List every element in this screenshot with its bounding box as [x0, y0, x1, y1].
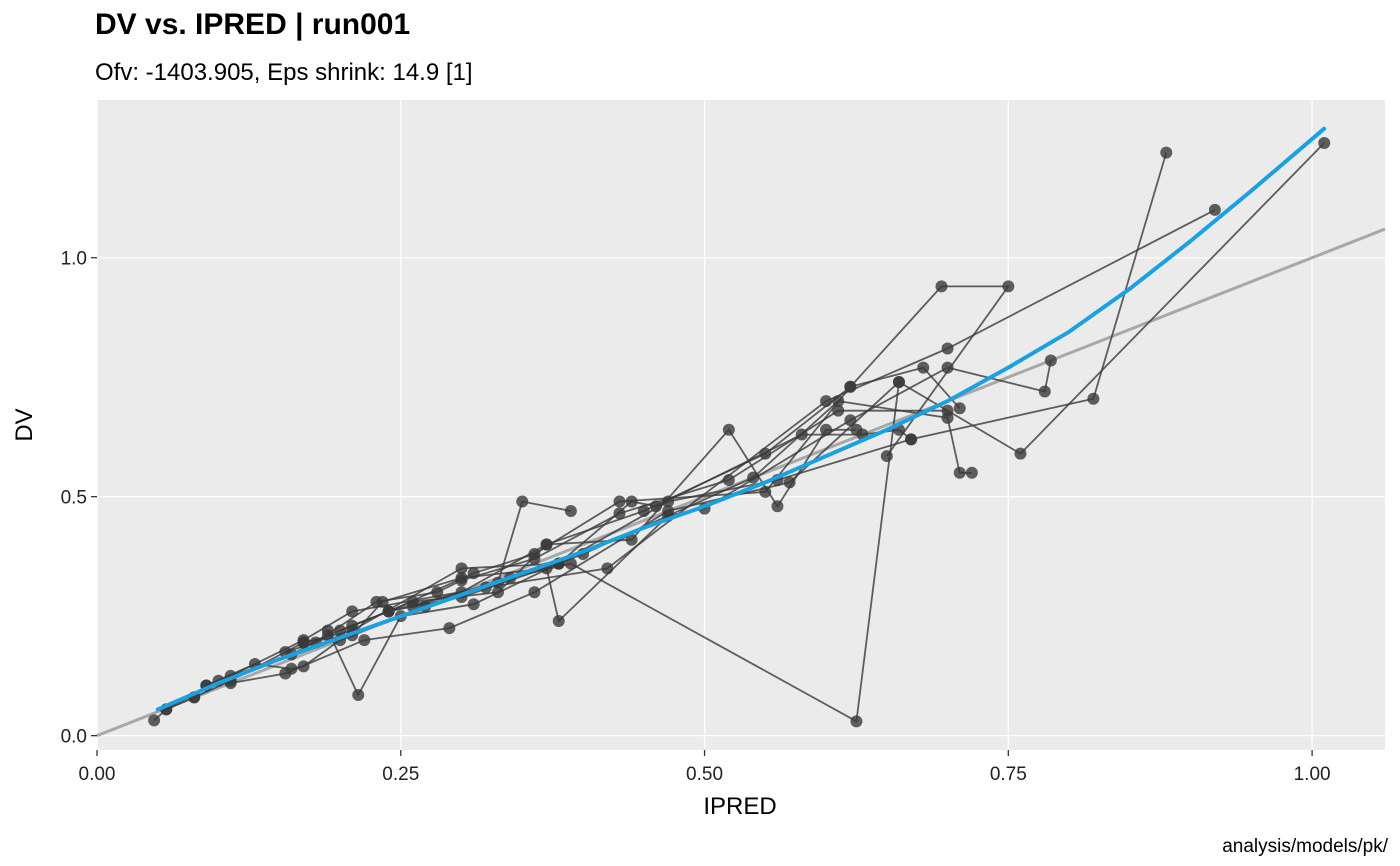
data-point — [297, 636, 310, 649]
data-point — [953, 402, 966, 415]
data-point — [941, 361, 954, 374]
data-point — [467, 598, 480, 611]
data-point — [552, 614, 565, 627]
data-point — [564, 557, 577, 570]
data-point — [662, 495, 675, 508]
data-point — [832, 404, 845, 417]
data-point — [771, 500, 784, 513]
data-point — [935, 280, 948, 293]
data-point — [279, 667, 292, 680]
data-point — [795, 428, 808, 441]
data-point — [443, 622, 456, 635]
data-point — [346, 605, 359, 618]
x-axis-title: IPRED — [703, 793, 776, 820]
grid-lines — [96, 100, 1385, 750]
x-tick-label: 1.00 — [1294, 764, 1331, 785]
data-point — [722, 423, 735, 436]
y-axis-title: DV — [11, 408, 38, 441]
data-point — [722, 473, 735, 486]
data-point — [334, 624, 347, 637]
data-point — [564, 505, 577, 518]
data-point — [649, 500, 662, 513]
subject-line — [230, 142, 1325, 684]
data-point — [759, 485, 772, 498]
data-point — [820, 395, 833, 408]
data-point — [941, 411, 954, 424]
data-point — [358, 634, 371, 647]
data-point — [1002, 280, 1015, 293]
data-point — [613, 495, 626, 508]
data-point — [1160, 146, 1173, 159]
data-point — [1318, 137, 1331, 150]
data-point — [917, 361, 930, 374]
data-point — [747, 471, 760, 484]
data-point — [376, 595, 389, 608]
data-point — [467, 567, 480, 580]
subject-line — [285, 409, 948, 653]
data-point — [528, 586, 541, 599]
data-point — [613, 507, 626, 520]
data-point — [844, 414, 857, 427]
data-point — [1087, 392, 1100, 405]
data-point — [844, 380, 857, 393]
x-tick-label: 0.00 — [79, 764, 116, 785]
data-point — [455, 562, 468, 575]
y-tick-label: 0.0 — [61, 727, 87, 748]
data-point — [455, 571, 468, 584]
data-point — [1208, 203, 1221, 216]
chart-subtitle: Ofv: -1403.905, Eps shrink: 14.9 [1] — [95, 59, 473, 86]
data-point — [431, 586, 444, 599]
data-point — [1044, 354, 1057, 367]
data-point — [346, 619, 359, 632]
data-point — [820, 423, 833, 436]
data-point — [637, 505, 650, 518]
data-point — [352, 689, 365, 702]
data-point — [880, 450, 893, 463]
data-point — [540, 538, 553, 551]
data-point — [601, 562, 614, 575]
data-point — [783, 476, 796, 489]
axis-ticks-group: 0.00 0.25 0.50 0.75 1.00 0.0 0.5 1.0 — [61, 249, 1331, 785]
data-point — [297, 660, 310, 673]
data-point — [892, 375, 905, 388]
chart-caption: analysis/models/pk/ — [1222, 836, 1389, 857]
data-point — [965, 466, 978, 479]
data-point — [953, 466, 966, 479]
data-point — [759, 447, 772, 460]
data-point — [321, 624, 334, 637]
data-point — [1014, 447, 1027, 460]
x-tick-label: 0.50 — [686, 764, 723, 785]
chart-title: DV vs. IPRED | run001 — [95, 8, 410, 41]
data-point — [382, 605, 395, 618]
data-point — [1038, 385, 1051, 398]
data-point — [625, 533, 638, 546]
data-point — [850, 715, 863, 728]
smooth-curve — [155, 126, 1327, 712]
y-tick-label: 1.0 — [61, 249, 87, 270]
data-point — [516, 495, 529, 508]
x-tick-label: 0.25 — [382, 764, 419, 785]
data-point — [528, 548, 541, 561]
data-point — [941, 342, 954, 355]
x-tick-label: 0.75 — [990, 764, 1027, 785]
data-point — [148, 714, 161, 727]
data-point — [491, 586, 504, 599]
y-tick-label: 0.5 — [61, 488, 87, 509]
smooth-curve-group — [155, 126, 1327, 712]
data-point — [832, 395, 845, 408]
data-point — [905, 433, 918, 446]
data-point — [625, 495, 638, 508]
